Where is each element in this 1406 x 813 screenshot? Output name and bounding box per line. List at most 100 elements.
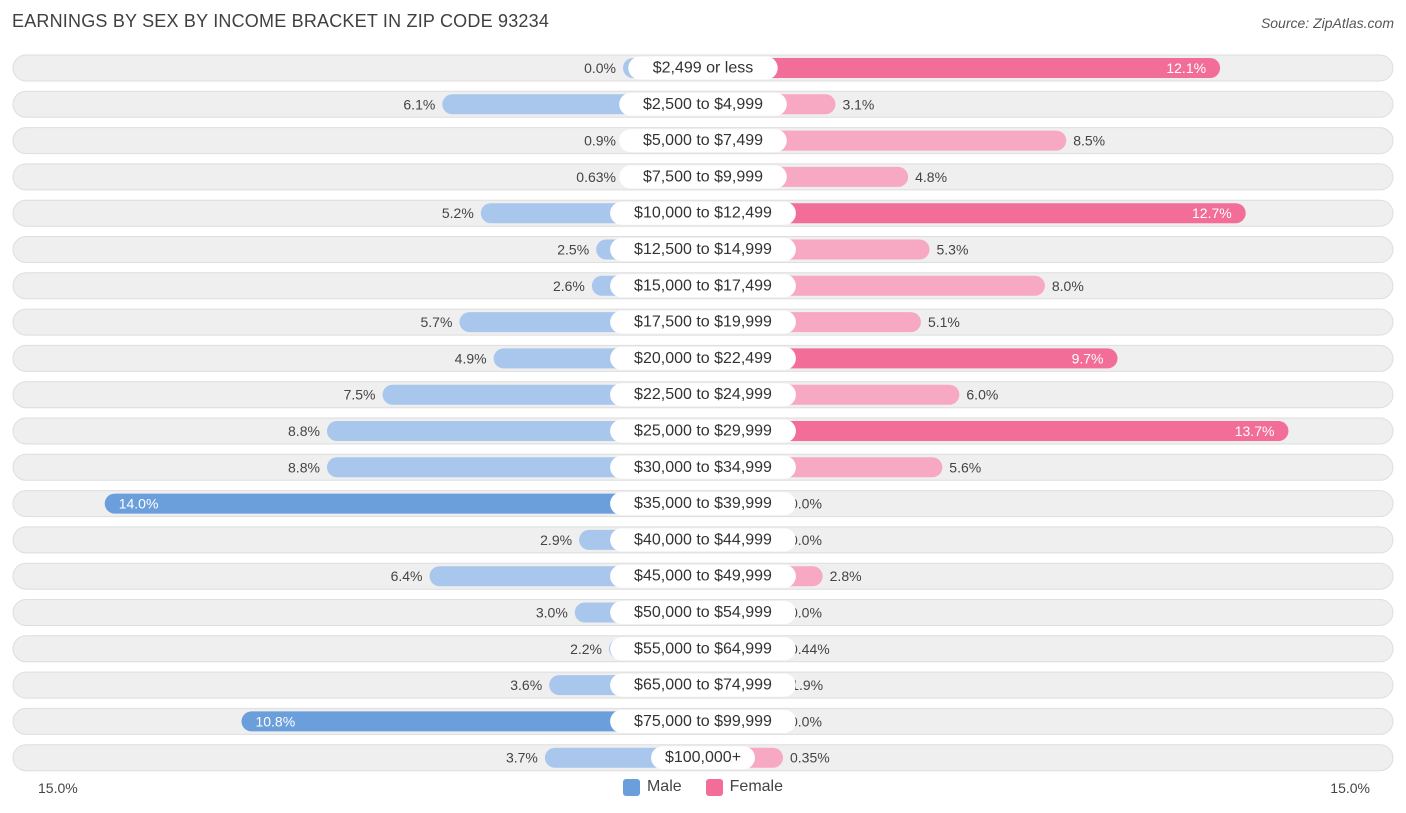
female-bar (703, 203, 1246, 224)
category-label-pill (610, 528, 796, 552)
category-label: $12,500 to $14,999 (634, 241, 772, 258)
category-label-pill (651, 746, 755, 770)
axis-left-label: 15.0% (38, 780, 78, 796)
legend: Male Female (0, 778, 1406, 796)
female-value-label: 1.9% (791, 677, 823, 693)
male-bar (326, 421, 703, 441)
male-value-label: 8.8% (288, 459, 320, 475)
female-value-label: 8.0% (1052, 278, 1084, 294)
category-label: $5,000 to $7,499 (643, 132, 763, 149)
female-value-label: 13.7% (1235, 423, 1275, 439)
male-value-label: 8.8% (288, 423, 320, 439)
category-label-pill (610, 238, 796, 261)
male-bar (104, 493, 703, 514)
male-value-label: 3.0% (536, 605, 568, 621)
legend-label-male: Male (646, 778, 682, 795)
female-bar (703, 130, 1067, 151)
male-bar (326, 457, 703, 478)
female-value-label: 0.0% (790, 532, 822, 548)
legend-item-female[interactable]: Female (705, 778, 784, 796)
male-value-label: 5.2% (442, 205, 474, 221)
female-bar (703, 58, 1221, 78)
category-label-pill (610, 419, 796, 443)
category-label-pill (610, 564, 796, 588)
female-value-label: 4.8% (915, 169, 947, 185)
legend-item-male[interactable]: Male (622, 778, 682, 796)
axis-right-label: 15.0% (1330, 780, 1370, 796)
female-value-label: 5.6% (949, 459, 981, 475)
female-value-label: 8.5% (1073, 133, 1105, 149)
category-label: $55,000 to $64,999 (634, 640, 772, 657)
female-value-label: 5.1% (928, 314, 960, 330)
category-label: $100,000+ (665, 749, 741, 766)
male-value-label: 14.0% (119, 496, 159, 512)
category-label-pill (610, 492, 796, 516)
category-label-pill (610, 274, 796, 298)
chart-title: EARNINGS BY SEX BY INCOME BRACKET IN ZIP… (12, 11, 550, 31)
female-value-label: 5.3% (936, 242, 968, 258)
female-value-label: 0.0% (790, 713, 822, 729)
category-label-pill (619, 129, 787, 153)
male-value-label: 0.63% (576, 169, 616, 185)
female-bar (703, 348, 1118, 369)
source-label: Source: ZipAtlas.com (1260, 15, 1394, 31)
female-bar (703, 421, 1289, 441)
category-label: $20,000 to $22,499 (634, 350, 772, 367)
legend-swatch-male (622, 778, 640, 796)
male-value-label: 6.4% (391, 568, 423, 584)
category-label: $25,000 to $29,999 (634, 423, 772, 440)
category-label: $10,000 to $12,499 (634, 205, 772, 222)
category-label-pill (610, 455, 796, 479)
female-value-label: 0.35% (790, 750, 830, 766)
female-value-label: 2.8% (830, 568, 862, 584)
category-label-pill (619, 92, 787, 116)
category-label-pill (610, 201, 796, 225)
male-value-label: 7.5% (344, 387, 376, 403)
category-label: $65,000 to $74,999 (634, 677, 772, 694)
category-label-pill (610, 601, 796, 624)
female-value-label: 9.7% (1072, 350, 1104, 366)
male-value-label: 2.9% (540, 532, 572, 548)
category-label-pill (619, 165, 787, 189)
male-value-label: 3.7% (506, 750, 538, 766)
category-label-pill (610, 310, 796, 334)
category-label: $15,000 to $17,499 (634, 277, 772, 294)
male-value-label: 2.5% (557, 242, 589, 258)
category-label-pill (610, 709, 796, 733)
category-label: $45,000 to $49,999 (634, 568, 772, 585)
male-value-label: 2.6% (553, 278, 585, 294)
male-bar (241, 711, 704, 732)
category-label: $2,499 or less (653, 60, 754, 77)
female-value-label: 0.44% (790, 641, 830, 657)
category-label-pill (610, 383, 796, 407)
legend-swatch-female (705, 778, 723, 796)
category-label: $50,000 to $54,999 (634, 604, 772, 621)
category-label: $2,500 to $4,999 (643, 96, 763, 113)
male-value-label: 5.7% (420, 314, 452, 330)
category-label: $40,000 to $44,999 (634, 531, 772, 548)
legend-label-female: Female (729, 778, 784, 795)
category-label: $30,000 to $34,999 (634, 459, 772, 476)
category-label: $22,500 to $24,999 (634, 386, 772, 403)
category-label: $75,000 to $99,999 (634, 713, 772, 730)
male-value-label: 0.9% (584, 133, 616, 149)
chart: 0.0% 12.1% $2,499 or less 6.1% 3.1% $2,500 to… (12, 54, 1394, 772)
category-label-pill (610, 673, 796, 697)
male-value-label: 3.6% (510, 677, 542, 693)
male-value-label: 4.9% (455, 350, 487, 366)
male-value-label: 10.8% (255, 713, 295, 729)
male-value-label: 2.2% (570, 641, 602, 657)
category-label: $17,500 to $19,999 (634, 314, 772, 331)
female-value-label: 0.0% (790, 605, 822, 621)
female-value-label: 3.1% (842, 96, 874, 112)
category-label: $7,500 to $9,999 (643, 168, 763, 185)
female-value-label: 0.0% (790, 496, 822, 512)
category-label: $35,000 to $39,999 (634, 495, 772, 512)
male-value-label: 0.0% (584, 60, 616, 76)
female-value-label: 6.0% (966, 387, 998, 403)
category-label-pill (610, 637, 796, 661)
male-value-label: 6.1% (403, 96, 435, 112)
female-value-label: 12.1% (1166, 60, 1206, 76)
category-label-pill (610, 346, 796, 370)
category-label-pill (628, 56, 778, 80)
